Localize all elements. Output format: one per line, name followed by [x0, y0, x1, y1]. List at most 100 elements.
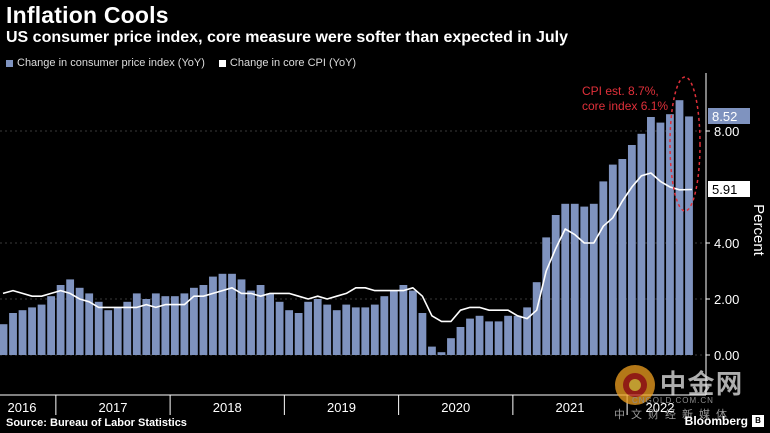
cpi-bar: [170, 296, 179, 355]
cpi-bar: [294, 313, 303, 355]
annotation-ellipse: [669, 76, 701, 212]
annotation-group: CPI est. 8.7%, core index 6.1%: [582, 76, 701, 212]
cpi-bar: [180, 293, 189, 355]
x-tick-label: 2020: [441, 400, 470, 415]
cpi-bar: [123, 301, 132, 355]
cpi-bar: [608, 164, 617, 355]
brand-label: Bloomberg: [684, 414, 748, 428]
chart-subtitle: US consumer price index, core measure we…: [6, 29, 568, 46]
cpi-bar: [380, 296, 389, 355]
x-tick-label: 2017: [99, 400, 128, 415]
cpi-bar: [513, 315, 522, 355]
cpi-bar: [209, 276, 217, 355]
cpi-bar: [494, 321, 503, 355]
cpi-bar: [580, 206, 589, 355]
cpi-bar: [332, 310, 341, 355]
cpi-bar: [637, 133, 646, 355]
cpi-bar: [85, 293, 94, 355]
legend-swatch-core: [218, 59, 226, 67]
annotation-line-1: CPI est. 8.7%,: [582, 84, 659, 98]
y-axis: 0.00 2.00 4.00 8.00: [705, 73, 739, 395]
watermark-domain: CNGOLD.COM.CN: [632, 396, 714, 405]
legend-item-cpi: Change in consumer price index (YoY): [6, 57, 205, 69]
cpi-bar: [485, 321, 493, 355]
y-tick-label: 4.00: [714, 236, 739, 251]
cpi-bar: [627, 145, 636, 355]
x-axis: 2016 2017 2018 2019 2020 2021 2022: [0, 394, 706, 415]
cpi-bar: [351, 307, 360, 355]
cpi-bar: [256, 285, 265, 355]
cpi-bar: [37, 304, 46, 355]
annotation-line-2: core index 6.1%: [582, 99, 668, 113]
core-cpi-polyline: [2, 172, 693, 323]
cpi-bar: [285, 310, 294, 355]
latest-value-badges: 8.52 5.91: [708, 108, 750, 197]
cpi-bar: [47, 296, 56, 355]
cpi-bar: [228, 273, 236, 355]
watermark-sub: 中文财经新媒体: [614, 409, 733, 421]
cpi-bar: [532, 282, 541, 355]
legend-item-core: Change in core CPI (YoY): [218, 57, 357, 69]
cpi-bar: [456, 327, 465, 355]
cpi-bar: [313, 299, 322, 355]
cpi-bar: [75, 287, 84, 355]
legend: Change in consumer price index (YoY) Cha…: [6, 57, 356, 69]
cpi-bar: [104, 310, 113, 355]
watermark: 中金网 CNGOLD.COM.CN 中文财经新媒体: [612, 362, 762, 421]
legend-label-core: Change in core CPI (YoY): [229, 57, 357, 69]
brand-mark-icon: B: [752, 415, 764, 427]
cpi-bar: [647, 117, 655, 355]
cpi-bar: [370, 304, 379, 355]
cpi-bar: [542, 237, 551, 355]
core-badge: 5.91: [712, 182, 737, 197]
legend-swatch-cpi: [6, 59, 13, 67]
x-tick-label: 2018: [213, 400, 242, 415]
x-tick-label: 2022: [646, 400, 675, 415]
cpi-bar: [428, 346, 436, 355]
cpi-bar: [113, 307, 122, 355]
core-cpi-line: [2, 172, 693, 323]
cpi-bar: [666, 114, 674, 355]
y-tick-label: 0.00: [714, 348, 739, 363]
cpi-bar: [161, 296, 170, 355]
cpi-bar: [323, 304, 332, 355]
cpi-bar: [361, 307, 370, 355]
cpi-badge-bg: [708, 108, 750, 124]
cpi-bar: [142, 299, 151, 355]
cpi-bar: [437, 352, 446, 355]
x-tick-label: 2021: [556, 400, 585, 415]
cpi-bar: [685, 116, 693, 355]
cpi-bar: [504, 315, 513, 355]
cpi-bar: [551, 215, 560, 355]
cpi-bar: [675, 100, 684, 355]
source-note: Source: Bureau of Labor Statistics: [6, 417, 187, 429]
cpi-bar: [523, 307, 532, 355]
cpi-bar: [447, 338, 455, 355]
cpi-bar: [66, 279, 75, 355]
legend-label-cpi: Change in consumer price index (YoY): [17, 57, 205, 69]
cpi-bar: [237, 279, 246, 355]
cpi-bar: [475, 315, 484, 355]
cpi-bar: [94, 301, 103, 355]
y-tick-label: 8.00: [714, 124, 739, 139]
watermark-logo-icon: [615, 365, 655, 405]
cpi-bar: [151, 293, 160, 355]
cpi-bar: [0, 324, 8, 355]
cpi-bar: [190, 287, 198, 355]
core-badge-bg: [708, 181, 750, 197]
cpi-bar: [408, 290, 417, 355]
cpi-bar: [28, 307, 36, 355]
cpi-bar: [218, 273, 227, 355]
x-tick-label: 2019: [327, 400, 356, 415]
x-tick-label: 2016: [8, 400, 37, 415]
cpi-bar: [656, 122, 665, 355]
cpi-bar: [570, 203, 579, 355]
cpi-bar: [561, 203, 570, 355]
cpi-bar: [389, 290, 398, 355]
cpi-bar: [275, 301, 284, 355]
cpi-bar: [618, 159, 627, 355]
cpi-badge: 8.52: [712, 109, 737, 124]
watermark-main: 中金网: [660, 369, 745, 399]
cpi-bar: [304, 301, 313, 355]
